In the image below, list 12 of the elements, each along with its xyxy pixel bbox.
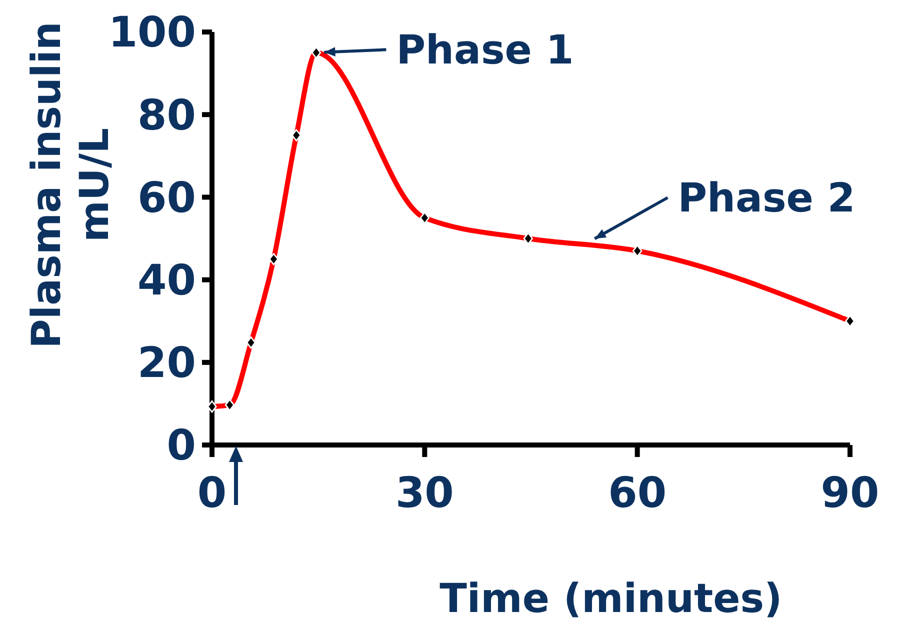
- x-axis-title: Time (minutes): [440, 576, 782, 622]
- x-tick-label: 60: [608, 468, 667, 517]
- x-tick-label: 30: [395, 468, 454, 517]
- y-tick-label: 60: [138, 172, 196, 222]
- y-tick-label: 20: [138, 338, 196, 388]
- y-tick-label: 40: [138, 256, 196, 304]
- x-tick-label: 0: [197, 468, 227, 517]
- annotation: Phase 2: [678, 176, 856, 222]
- y-tick-label: 80: [138, 90, 196, 140]
- annotation: Phase 1: [396, 28, 574, 74]
- x-tick-label: 90: [820, 468, 880, 517]
- y-tick-label: 0: [166, 420, 196, 470]
